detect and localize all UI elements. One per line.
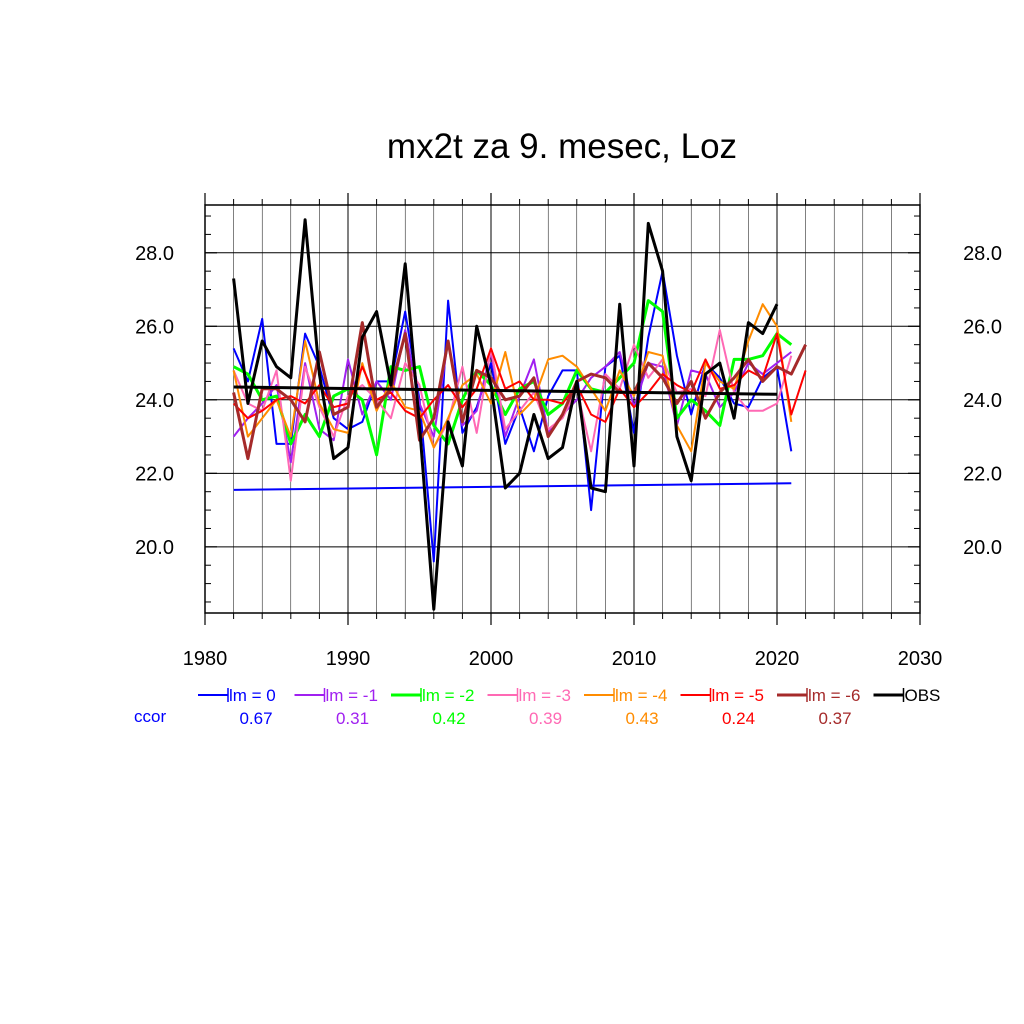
legend-label: lm = -2 (422, 686, 474, 705)
chart-title: mx2t za 9. mesec, Loz (387, 127, 737, 166)
legend-label: OBS (905, 686, 941, 705)
x-tick-label: 1990 (326, 648, 371, 670)
trend-line-0 (233, 482, 792, 491)
x-tick-label: 2000 (469, 648, 514, 670)
y-tick-label-left: 22.0 (135, 463, 174, 485)
y-tick-label-left: 20.0 (135, 537, 174, 559)
plot-frame (204, 204, 921, 614)
axes: 1980 1990 2000 2010 2020 2030 20.0 20.0 22.0 22.0… (135, 193, 1002, 670)
legend-label: lm = -4 (615, 686, 667, 705)
legend-label: lm = -3 (519, 686, 571, 705)
legend-label: lm = -6 (808, 686, 860, 705)
x-tick-label: 1980 (183, 648, 228, 670)
y-tick-label-left: 28.0 (135, 243, 174, 265)
series-line-7 (232, 218, 779, 611)
y-tick-label-right: 22.0 (963, 463, 1002, 485)
trend-line-7 (233, 385, 778, 396)
series-lines (232, 218, 807, 611)
ccor-value: 0.24 (722, 709, 755, 728)
ccor-value: 0.31 (336, 709, 369, 728)
ccor-value: 0.37 (818, 709, 851, 728)
series-line-0 (232, 270, 793, 563)
series-line-1 (232, 329, 792, 464)
y-tick-label-right: 20.0 (963, 537, 1002, 559)
ccor-value: 0.67 (239, 709, 272, 728)
y-tick-label-right: 24.0 (963, 390, 1002, 412)
legend-label: lm = -1 (326, 686, 378, 705)
ccor-value: 0.42 (432, 709, 465, 728)
y-tick-label-right: 26.0 (963, 316, 1002, 338)
legend-label: lm = 0 (229, 686, 276, 705)
ccor-value: 0.39 (529, 709, 562, 728)
x-tick-label: 2020 (755, 648, 800, 670)
x-tick-label: 2010 (612, 648, 657, 670)
ccor-label: ccor (134, 707, 166, 726)
series-line-6 (232, 321, 807, 461)
legend: lm = 0 0.67 lm = -1 0.31 lm = -2 0.42 lm = -3 0… (134, 686, 940, 728)
y-tick-label-left: 24.0 (135, 390, 174, 412)
ccor-value: 0.43 (625, 709, 658, 728)
y-tick-label-right: 28.0 (963, 243, 1002, 265)
x-tick-label: 2030 (898, 648, 943, 670)
y-tick-label-left: 26.0 (135, 316, 174, 338)
legend-label: lm = -5 (712, 686, 764, 705)
